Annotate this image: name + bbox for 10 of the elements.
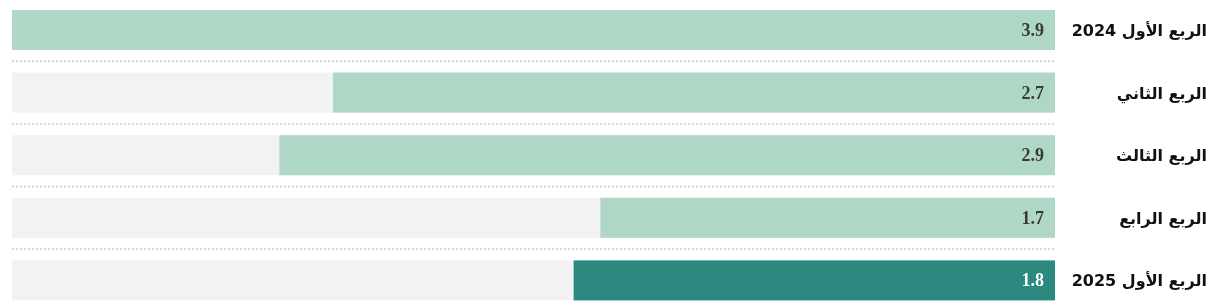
data-label: 3.9 xyxy=(1021,20,1044,40)
y-tick-label: الربع الثاني xyxy=(1116,83,1207,104)
y-tick-label: الربع الرابع xyxy=(1119,208,1207,228)
y-tick-label: الربع الأول 2025 xyxy=(1071,271,1207,291)
data-label: 1.7 xyxy=(1021,207,1044,228)
y-tick-label: الربع الثالث xyxy=(1116,146,1207,166)
data-label: 1.8 xyxy=(1021,270,1044,291)
data-label: 2.9 xyxy=(1021,145,1044,166)
y-tick-label: الربع الأول 2024 xyxy=(1071,21,1207,40)
data-label: 2.7 xyxy=(1021,82,1044,103)
